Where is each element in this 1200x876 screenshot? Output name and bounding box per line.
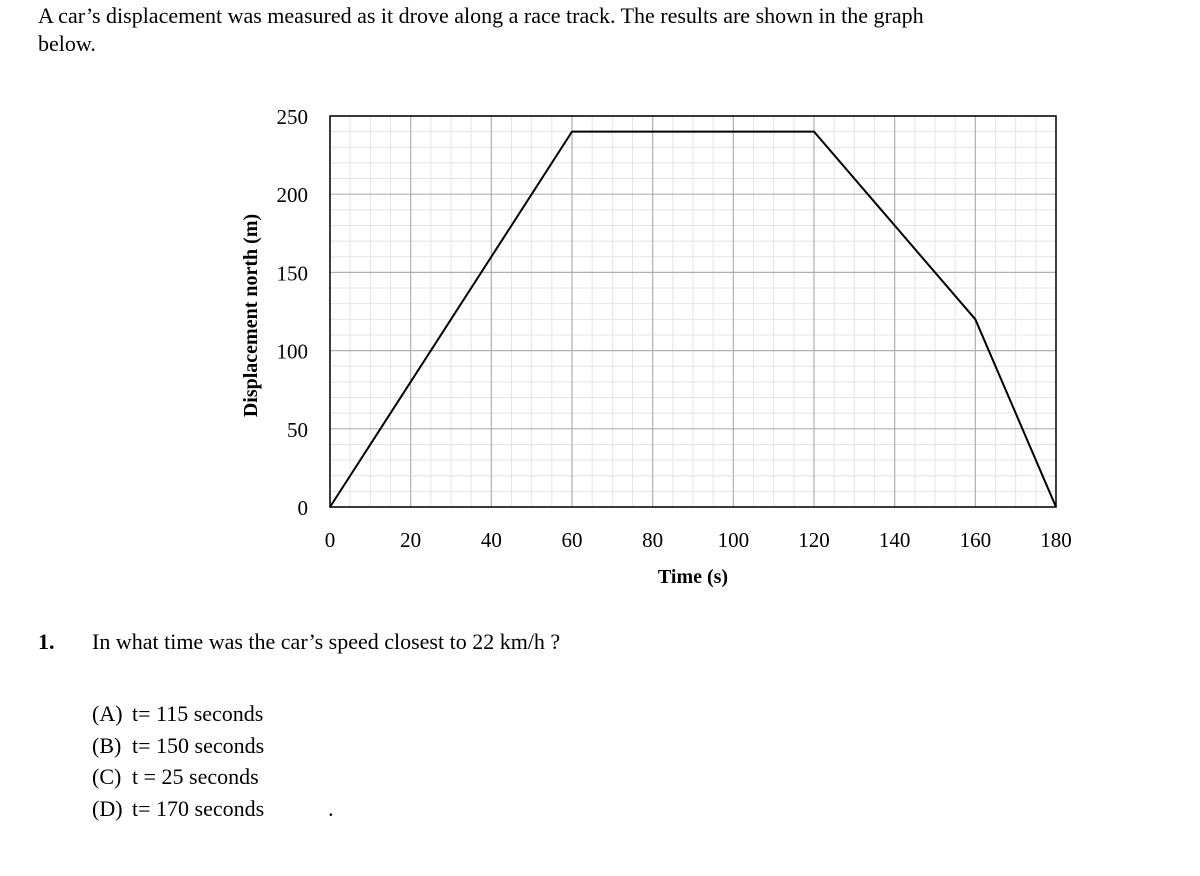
y-tick-label: 50 bbox=[287, 418, 308, 442]
x-axis-title: Time (s) bbox=[658, 566, 728, 588]
option-b[interactable]: (B) t= 150 seconds bbox=[92, 732, 334, 764]
question-text: In what time was the car’s speed closest… bbox=[92, 629, 561, 654]
x-tick-label: 60 bbox=[562, 528, 583, 552]
y-tick-label: 200 bbox=[277, 183, 309, 207]
question: 1. In what time was the car’s speed close… bbox=[38, 628, 560, 656]
question-number: 1. bbox=[38, 629, 55, 654]
option-a[interactable]: (A) t= 115 seconds bbox=[92, 700, 334, 732]
intro-text: A car’s displacement was measured as it … bbox=[38, 2, 1200, 58]
x-tick-label: 20 bbox=[400, 528, 421, 552]
x-tick-label: 100 bbox=[718, 528, 750, 552]
y-tick-label: 100 bbox=[277, 340, 309, 364]
y-tick-labels: 0 50 100 150 200 250 bbox=[277, 105, 309, 520]
option-letter: (C) bbox=[92, 764, 122, 789]
series-line bbox=[329, 130, 1057, 508]
answer-options: (A) t= 115 seconds (B) t= 150 seconds (C) t… bbox=[92, 700, 334, 826]
x-tick-label: 180 bbox=[1040, 528, 1072, 552]
x-tick-label: 0 bbox=[325, 528, 336, 552]
option-c[interactable]: (C) t = 25 seconds bbox=[92, 763, 334, 795]
x-tick-label: 160 bbox=[960, 528, 992, 552]
option-text: t= 115 seconds bbox=[132, 701, 264, 726]
option-letter: (B) bbox=[92, 732, 122, 758]
x-tick-label: 80 bbox=[642, 528, 663, 552]
intro-line-1: A car’s displacement was measured as it … bbox=[38, 3, 924, 28]
y-axis-title: Displacement north (m) bbox=[240, 214, 262, 417]
option-letter: (A) bbox=[92, 701, 123, 726]
option-d[interactable]: (D) t= 170 seconds. bbox=[92, 795, 334, 827]
intro-line-2: below. bbox=[38, 31, 96, 56]
y-tick-label: 150 bbox=[277, 261, 309, 285]
option-trail: . bbox=[328, 795, 334, 821]
option-text: t= 150 seconds bbox=[132, 732, 265, 758]
x-tick-labels: 0 20 40 60 80 100 120 140 160 180 bbox=[325, 528, 1072, 552]
plot-frame bbox=[329, 115, 1057, 508]
series-layer bbox=[329, 130, 1057, 508]
option-text: t = 25 seconds bbox=[132, 764, 259, 789]
x-tick-label: 120 bbox=[798, 528, 830, 552]
y-tick-label: 0 bbox=[298, 496, 309, 520]
option-text: t= 170 seconds bbox=[132, 795, 265, 821]
option-letter: (D) bbox=[92, 795, 123, 821]
displacement-time-chart: 0 20 40 60 80 100 120 140 160 180 0 50 100 150 200 250… bbox=[240, 105, 1072, 588]
x-tick-label: 140 bbox=[879, 528, 911, 552]
y-tick-label: 250 bbox=[277, 105, 309, 129]
minor-grid bbox=[330, 116, 1056, 507]
x-tick-label: 40 bbox=[481, 528, 502, 552]
